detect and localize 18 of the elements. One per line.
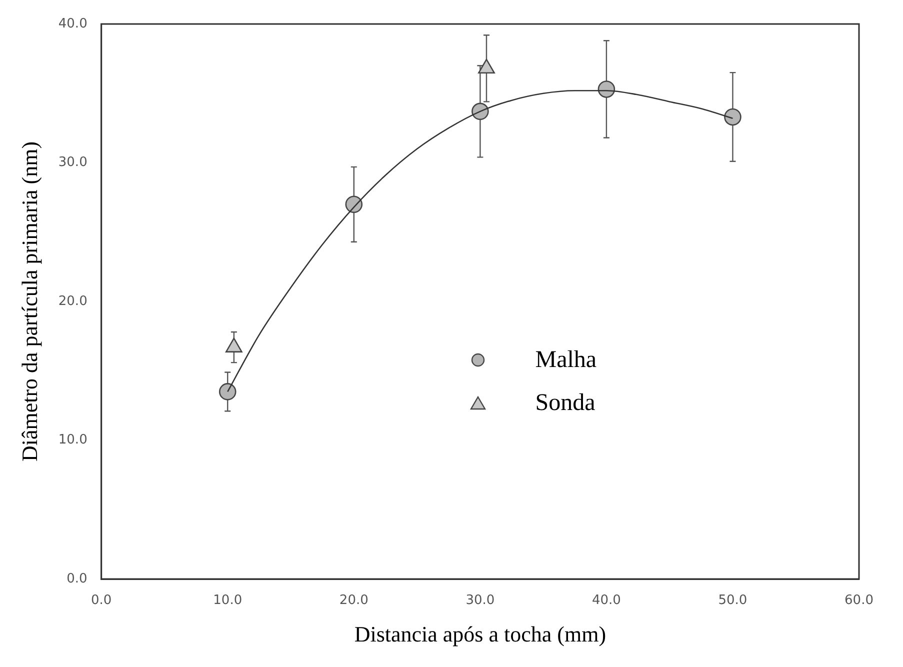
- x-axis-title: Distancia após a tocha (mm): [354, 622, 606, 647]
- x-tick-label: 60.0: [844, 593, 874, 608]
- y-tick-label: 10.0: [58, 432, 88, 448]
- point: [724, 108, 742, 126]
- y-tick-label: 0.0: [66, 571, 88, 586]
- legend-label: Sonda: [535, 390, 596, 417]
- y-tick-label: 40.0: [58, 16, 88, 32]
- point: [218, 383, 236, 400]
- x-tick-label: 0.0: [91, 593, 112, 608]
- x-tick-label: 10.0: [213, 593, 242, 608]
- legend-label: Malha: [535, 346, 597, 374]
- x-tick-label: 30.0: [466, 593, 495, 608]
- x-tick-label: 50.0: [718, 593, 748, 608]
- x-tick-label: 20.0: [339, 593, 368, 608]
- x-tick-label: 40.0: [592, 593, 621, 608]
- y-tick-label: 30.0: [58, 155, 88, 170]
- y-tick-label: 20.0: [58, 294, 88, 309]
- y-axis-title: Diâmetro da partícula primaria (nm): [16, 141, 42, 462]
